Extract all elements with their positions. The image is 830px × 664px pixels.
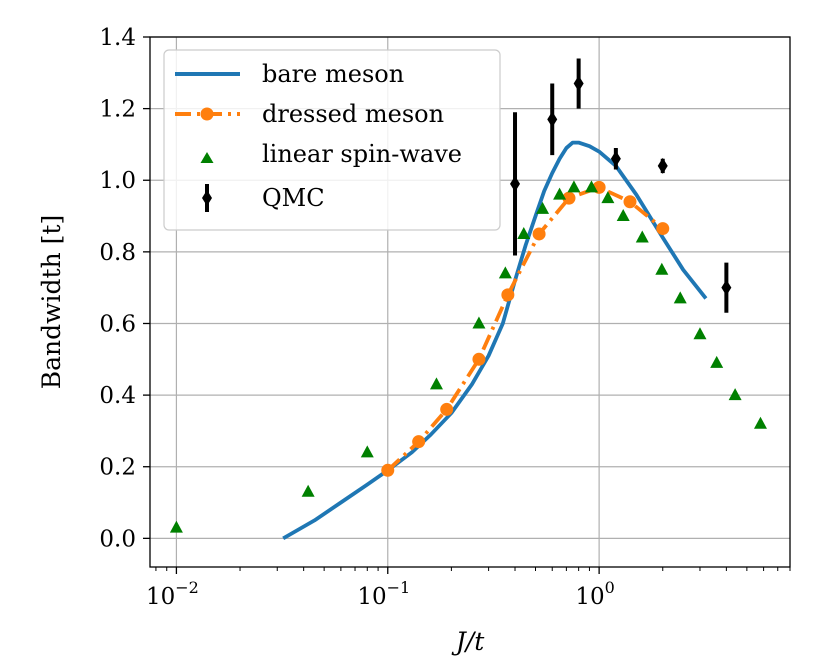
linear-spin-wave-point [673,291,687,304]
legend-box [163,49,501,231]
linear-spin-wave-point [710,355,724,368]
y-tick-label: 0.0 [99,526,136,552]
linear-spin-wave-point [635,230,649,243]
legend-marker-linear-spin-wave [200,152,214,163]
linear-spin-wave-point [728,388,742,401]
dressed-meson-point [623,195,637,209]
dressed-meson-point [381,463,395,477]
y-tick-label: 0.4 [99,383,136,409]
linear-spin-wave-point [429,377,443,390]
y-tick-label: 1.4 [99,25,136,51]
y-tick-label: 1.0 [99,168,136,194]
qmc-point [610,150,621,167]
x-tick-label: 10−2 [146,578,199,610]
linear-spin-wave-point [553,187,567,200]
x-tick-label: 10−1 [357,578,410,610]
legend-label-dressed-meson: dressed meson [262,100,444,128]
linear-spin-wave-point [655,262,669,275]
linear-spin-wave-point [584,180,598,193]
x-tick-label: 100 [575,578,614,610]
linear-spin-wave-point [567,180,581,193]
y-tick-label: 1.2 [99,97,136,123]
x-tick-exponent: −1 [387,578,411,597]
x-tick-exponent: −2 [175,578,199,597]
dressed-meson-point [532,227,546,241]
legend-marker-qmc [202,190,212,206]
dressed-meson-point [562,191,576,205]
linear-spin-wave-point [536,201,550,214]
qmc-point [573,75,584,92]
qmc-point [721,279,732,296]
axis-ticks: 0.00.20.40.60.81.01.21.410−2 10−1 100 [99,25,791,610]
qmc-point [657,157,668,174]
qmc-point [510,175,521,192]
dressed-meson-point [412,435,426,449]
x-axis-label: J/t [451,627,485,656]
linear-spin-wave-point [169,520,183,533]
legend-label-qmc: QMC [262,184,325,212]
dressed-meson-point [656,222,670,236]
plot-series [169,58,767,541]
x-tick-base: 10 [146,584,175,610]
legend-label-linear-spin-wave: linear spin-wave [262,140,462,168]
linear-spin-wave-point [301,484,315,497]
plot-frame [149,36,791,568]
y-axis-label: Bandwidth [t] [37,215,66,389]
qmc-point [547,111,558,128]
linear-spin-wave-point [753,416,767,429]
dressed-meson-point [501,288,515,302]
linear-spin-wave-point [616,209,630,222]
dressed-meson-point [472,352,486,366]
x-tick-base: 10 [357,584,386,610]
legend-marker-dressed-meson [200,107,214,121]
legend: bare meson dressed meson linear spin-wav… [163,49,501,231]
y-tick-label: 0.2 [99,455,136,481]
y-tick-label: 0.8 [99,240,136,266]
x-tick-base: 10 [575,584,604,610]
linear-spin-wave-point [360,445,374,458]
linear-spin-wave-point [498,266,512,279]
linear-spin-wave-point [693,327,707,340]
dressed-meson-point [440,402,454,416]
linear-spin-wave-point [517,226,531,239]
y-tick-label: 0.6 [99,311,136,337]
linear-spin-wave-point [472,316,486,329]
dressed-meson-line [386,185,664,472]
linear-spin-wave-point [601,191,615,204]
legend-label-bare-meson: bare meson [262,60,404,88]
x-tick-exponent: 0 [605,578,615,597]
